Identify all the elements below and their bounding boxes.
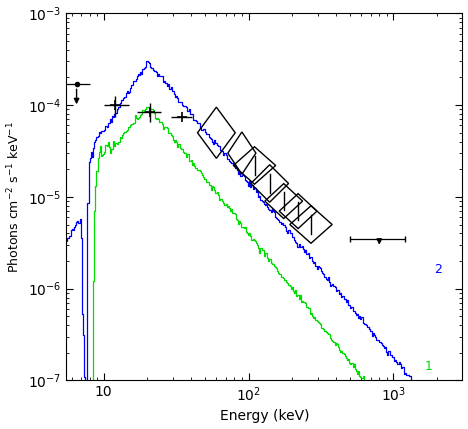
Y-axis label: Photons cm$^{-2}$ s$^{-1}$ keV$^{-1}$: Photons cm$^{-2}$ s$^{-1}$ keV$^{-1}$ [6,121,22,273]
Text: 1: 1 [425,360,433,373]
X-axis label: Energy (keV): Energy (keV) [219,409,309,423]
Text: 2: 2 [434,263,442,275]
